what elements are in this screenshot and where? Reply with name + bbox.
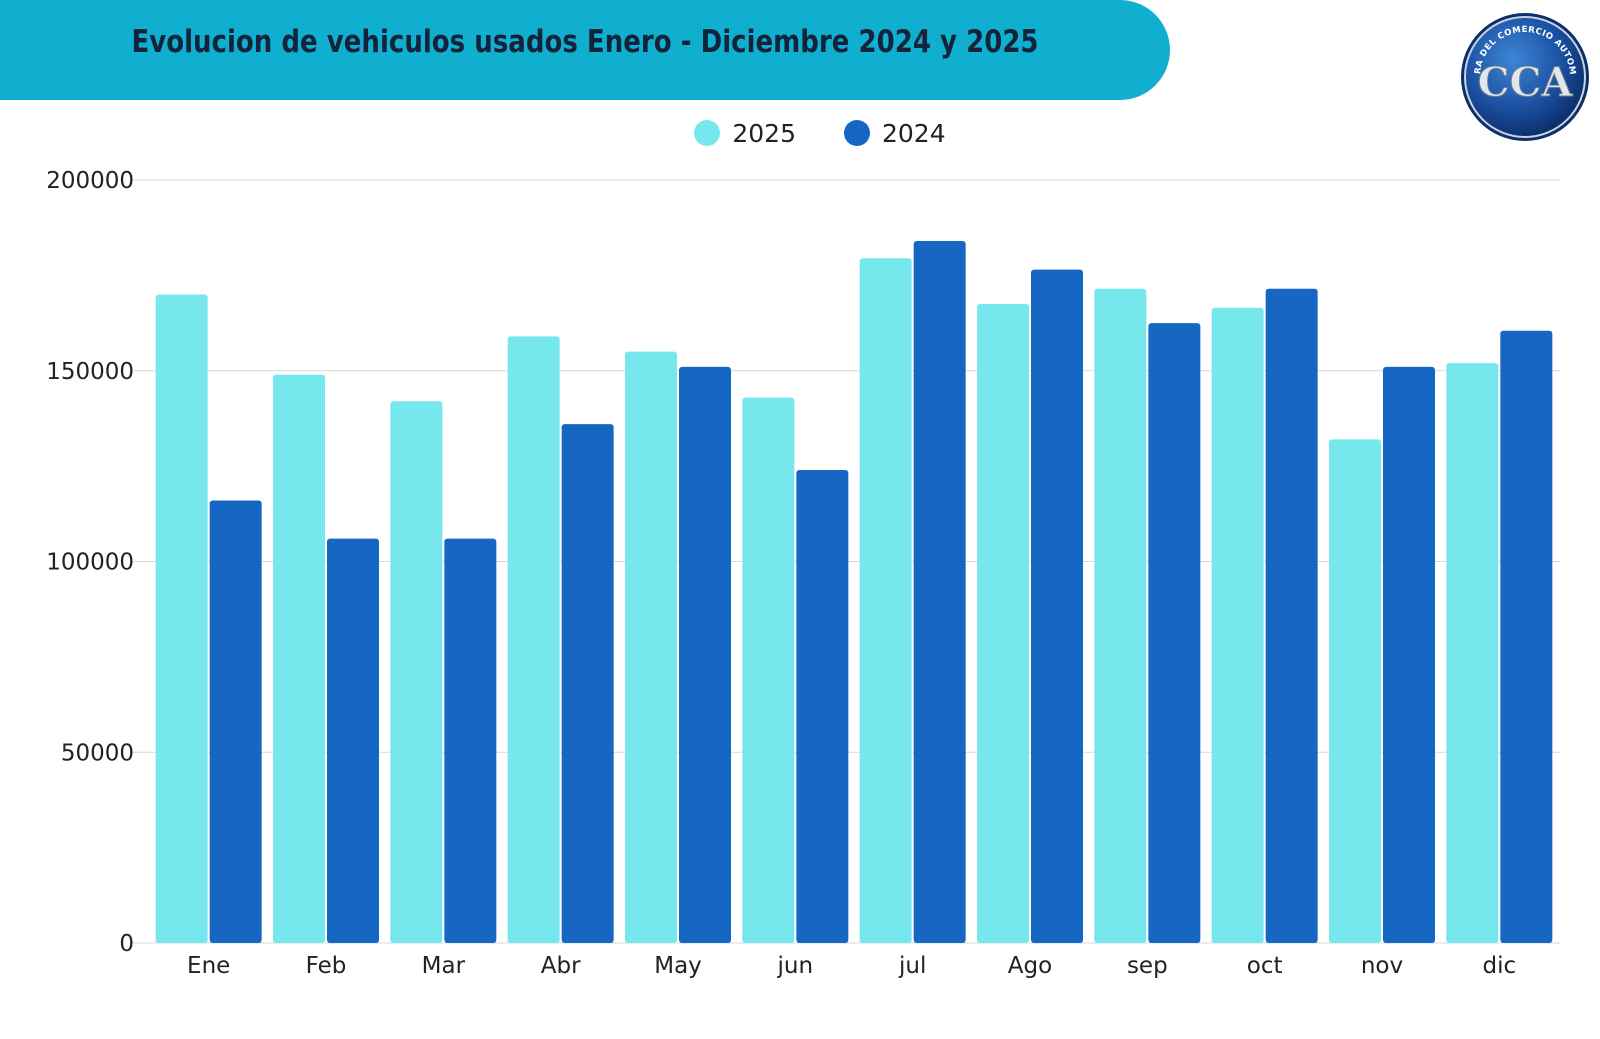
bar-2024-sep xyxy=(1148,323,1201,943)
legend: 2025 2024 xyxy=(0,115,1600,151)
bars xyxy=(155,241,1553,944)
bar-2025-Abr xyxy=(507,336,560,943)
bar-2025-May xyxy=(625,351,677,943)
x-tick-label: jul xyxy=(898,953,926,979)
title-banner: Evolucion de vehiculos usados Enero - Di… xyxy=(0,0,1170,100)
legend-swatch-2025 xyxy=(694,120,721,146)
y-tick-label: 100000 xyxy=(46,550,134,576)
x-tick-label: Ene xyxy=(187,953,230,979)
x-tick-label: Ago xyxy=(1008,953,1052,979)
legend-item-2025: 2025 xyxy=(694,115,796,151)
bar-2025-dic xyxy=(1446,363,1499,943)
x-tick-label: Abr xyxy=(541,953,581,979)
x-tick-label: sep xyxy=(1127,953,1168,979)
x-tick-label: jun xyxy=(777,953,814,979)
bar-2025-Mar xyxy=(390,401,443,943)
y-tick-label: 200000 xyxy=(46,168,134,194)
bar-2024-dic xyxy=(1500,330,1553,943)
bar-2024-Feb xyxy=(327,538,379,943)
bar-2025-oct xyxy=(1211,307,1264,943)
chart-title: Evolucion de vehiculos usados Enero - Di… xyxy=(131,24,1039,60)
logo-initials: CCA xyxy=(1478,59,1574,106)
x-axis-ticks: Ene Feb Mar Abr May jun jul Ago sep oct nov dic xyxy=(187,953,1516,979)
legend-label-2025: 2025 xyxy=(732,118,796,148)
y-axis-ticks: 0 50000 100000 150000 200000 xyxy=(46,168,134,957)
x-tick-label: Feb xyxy=(306,953,347,979)
bar-2024-oct xyxy=(1265,288,1318,943)
x-tick-label: nov xyxy=(1361,953,1403,979)
bar-2024-jun xyxy=(796,469,849,943)
bar-2024-Mar xyxy=(444,538,497,943)
bar-2025-nov xyxy=(1329,439,1381,943)
legend-label-2024: 2024 xyxy=(882,118,946,148)
y-tick-label: 150000 xyxy=(46,359,134,385)
x-tick-label: May xyxy=(654,953,702,979)
bar-2025-jul xyxy=(859,258,912,943)
cca-logo: CAMARA DEL COMERCIO AUTOMOTOR CCA xyxy=(1454,3,1592,144)
x-tick-label: oct xyxy=(1247,953,1283,979)
y-tick-label: 50000 xyxy=(61,740,134,766)
bar-2024-Ago xyxy=(1031,269,1083,944)
bar-2024-jul xyxy=(913,241,966,944)
bar-2024-nov xyxy=(1383,366,1435,943)
bar-2024-Abr xyxy=(561,424,614,943)
bar-2025-Ene xyxy=(155,294,208,943)
y-tick-label: 0 xyxy=(119,931,134,957)
bar-2024-May xyxy=(679,366,731,943)
bar-2025-jun xyxy=(742,397,795,944)
bar-2025-Feb xyxy=(273,374,325,943)
bar-2025-Ago xyxy=(977,303,1029,943)
bar-2024-Ene xyxy=(209,500,262,943)
legend-swatch-2024 xyxy=(844,120,870,146)
legend-item-2024: 2024 xyxy=(844,115,946,151)
x-tick-label: dic xyxy=(1483,953,1517,979)
bar-2025-sep xyxy=(1094,288,1147,943)
x-tick-label: Mar xyxy=(422,953,466,979)
